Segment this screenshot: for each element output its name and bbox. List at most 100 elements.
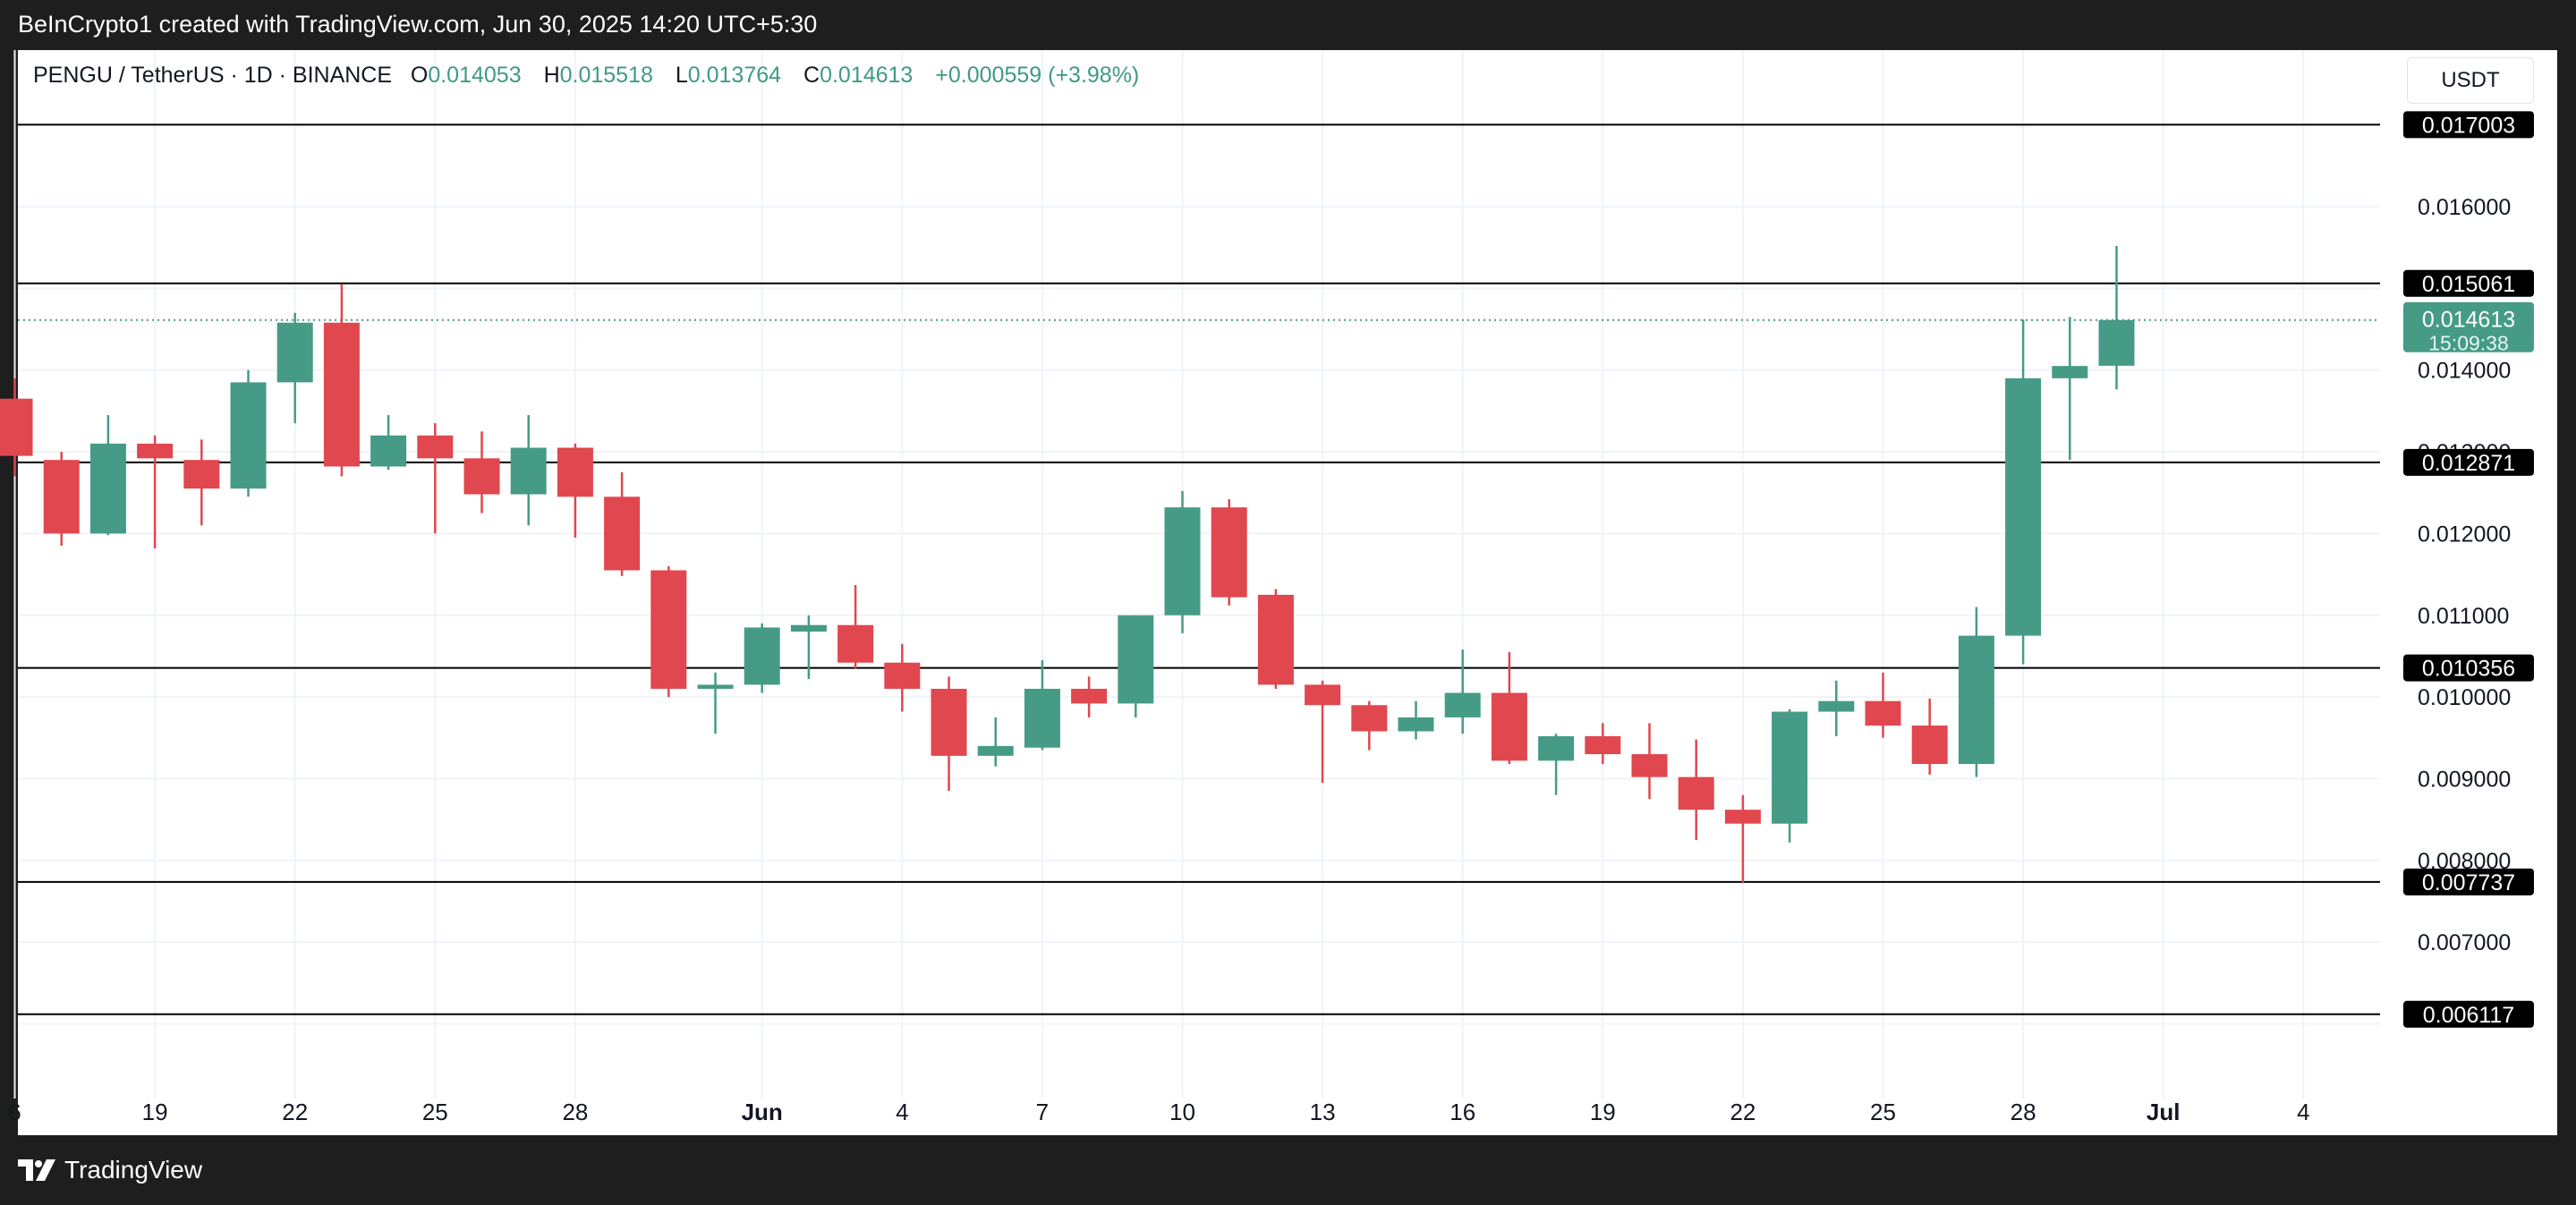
level-label-bg	[2403, 868, 2534, 895]
candle-down	[557, 443, 593, 538]
candle-body	[884, 662, 921, 689]
candle-down	[323, 284, 360, 477]
candle-body	[2098, 319, 2135, 366]
candle-body	[1631, 754, 1668, 777]
level-label-bg	[2403, 269, 2534, 297]
candle-down	[1678, 739, 1714, 840]
legend-low-label: L	[675, 63, 688, 88]
candle-up	[744, 623, 780, 693]
candle-up	[1164, 490, 1201, 633]
x-axis: 6 19 22 25 28 Jun 4 7 10 13 16 19 22 25 28 Jul 4	[8, 1099, 2309, 1125]
candle-down	[137, 435, 174, 548]
level-label-text: 0.017003	[2422, 113, 2515, 138]
level-label-bg	[2403, 111, 2534, 139]
candle-body	[417, 435, 454, 459]
candle-up	[1818, 680, 1855, 736]
candle-up	[2052, 317, 2088, 461]
candle-up	[1538, 734, 1575, 795]
legend-symbol: PENGU / TetherUS · 1D · BINANCE	[33, 63, 393, 88]
current-price-bg	[2403, 301, 2534, 352]
candle-body	[1818, 700, 1855, 712]
level-labels: 0.017003 0.015061 0.012871 0.010356 0.007737…	[2403, 111, 2534, 1028]
candle-body	[463, 458, 500, 495]
candles-group	[0, 246, 2135, 883]
level-label-text: 0.006117	[2423, 1003, 2514, 1028]
bottom-bar	[0, 1135, 2576, 1205]
level-label: 0.010356	[2403, 654, 2534, 682]
candle-down	[1631, 723, 1668, 800]
candle-body	[1772, 711, 1808, 824]
level-label-text: 0.012871	[2422, 451, 2515, 476]
candle-body	[1491, 692, 1527, 761]
candle-down	[931, 676, 967, 792]
level-label-text: 0.015061	[2422, 272, 2515, 297]
candle-body	[323, 322, 360, 467]
legend-change: +0.000559 (+3.98%)	[935, 63, 1140, 88]
x-tick-label: 10	[1169, 1099, 1195, 1125]
candle-up	[276, 312, 313, 424]
candle-body	[0, 398, 33, 456]
candle-down	[1305, 680, 1341, 784]
y-tick-label: 0.014000	[2418, 359, 2511, 384]
candle-down	[604, 471, 641, 576]
candle-body	[1211, 507, 1247, 598]
candle-up	[1398, 700, 1434, 740]
candle-body	[790, 624, 827, 632]
candle-body	[837, 624, 874, 663]
x-tick-label: 6	[8, 1099, 21, 1125]
candle-down	[0, 378, 33, 477]
y-tick-label: 0.007000	[2418, 930, 2511, 955]
tradingview-logo-icon	[18, 1159, 55, 1181]
x-tick-label: 4	[2297, 1099, 2309, 1125]
candle-body	[1305, 684, 1341, 706]
current-price-value: 0.014613	[2422, 308, 2515, 333]
candle-body	[1538, 735, 1575, 761]
candle-down	[1865, 672, 1901, 738]
x-tick-label: Jul	[2147, 1099, 2181, 1125]
candle-up	[697, 672, 734, 734]
legend-close-label: C	[803, 63, 820, 88]
level-label-text: 0.007737	[2422, 870, 2515, 895]
candle-body	[557, 447, 593, 497]
candle-down	[1351, 700, 1388, 751]
candle-down	[884, 643, 921, 712]
candle-body	[89, 443, 126, 534]
candle-body	[744, 627, 780, 685]
chart-credit: BeInCrypto1 created with TradingView.com…	[18, 11, 818, 38]
candle-down	[1724, 794, 1761, 883]
candle-down	[650, 565, 687, 698]
x-tick-label: Jun	[742, 1099, 783, 1125]
level-label-bg	[2403, 1000, 2534, 1028]
level-label: 0.015061	[2403, 269, 2534, 297]
level-label-text: 0.010356	[2422, 657, 2515, 682]
candle-body	[1585, 735, 1621, 755]
candle-body	[183, 460, 220, 489]
candle-body	[1164, 507, 1201, 615]
x-tick-label: 22	[1730, 1099, 1756, 1125]
chart-panel[interactable]	[18, 50, 2557, 1135]
candle-body	[43, 460, 80, 534]
candle-up	[977, 717, 1014, 767]
x-tick-label: 4	[896, 1099, 908, 1125]
y-tick-label: 0.016000	[2418, 195, 2511, 220]
y-tick-label: 0.012000	[2418, 522, 2511, 547]
candle-body	[1398, 717, 1434, 732]
x-tick-label: 19	[1590, 1099, 1616, 1125]
candle-up	[1024, 659, 1060, 751]
x-tick-label: 7	[1036, 1099, 1049, 1125]
level-label-bg	[2403, 448, 2534, 476]
candle-down	[417, 423, 454, 534]
legend-low-value: 0.013764	[687, 63, 782, 88]
candle-body	[1444, 692, 1481, 717]
candle-body	[931, 688, 967, 756]
candle-body	[650, 570, 687, 689]
legend-high-label: H	[543, 63, 560, 88]
legend-open-label: O	[410, 63, 429, 88]
x-tick-label: 25	[422, 1099, 448, 1125]
ohlc-legend: PENGU / TetherUS · 1D · BINANCE O0.01405…	[33, 63, 1155, 89]
candle-body	[604, 496, 641, 571]
tradingview-logo[interactable]: TradingView	[18, 1154, 202, 1186]
candle-down	[1211, 499, 1247, 606]
currency-selector[interactable]: USDT	[2407, 57, 2534, 104]
